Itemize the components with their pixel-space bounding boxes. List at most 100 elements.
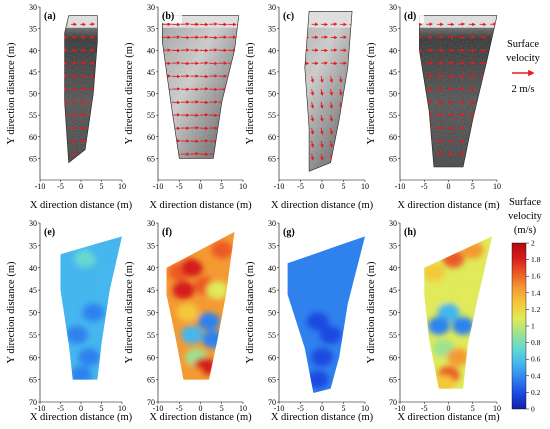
x-tick-label: -5 — [297, 404, 304, 413]
contour-patch — [442, 249, 465, 268]
velocity-arrow — [310, 128, 315, 135]
contour-patch — [181, 258, 203, 277]
y-tick-label: 40 — [29, 46, 37, 55]
colorbar-tick-label: 1.8 — [531, 255, 541, 264]
x-tick-label: 5 — [100, 182, 104, 191]
vector-legend: Surface velocity 2 m/s — [506, 39, 541, 95]
contour-patch — [198, 312, 220, 331]
y-tick-label: 35 — [268, 25, 276, 34]
velocity-arrow — [293, 141, 294, 147]
contour-patch — [427, 285, 450, 304]
x-tick-label: -10 — [35, 182, 46, 191]
y-tick-label: 55 — [29, 111, 37, 120]
velocity-arrow — [293, 115, 294, 121]
y-tick-label: 50 — [147, 90, 155, 99]
y-tick-label: 55 — [389, 111, 397, 120]
colorbar-tick-label: 0.6 — [531, 355, 541, 364]
y-tick-label: 65 — [29, 154, 37, 163]
y-tick-label: 70 — [147, 398, 155, 407]
velocity-arrow — [283, 102, 284, 108]
velocity-arrow — [293, 154, 294, 160]
velocity-arrow — [320, 115, 324, 122]
velocity-arrow — [302, 141, 303, 147]
contour-patch — [210, 240, 233, 259]
y-tick-label: 55 — [29, 331, 37, 340]
y-tick-label: 30 — [147, 219, 155, 228]
velocity-contour — [166, 231, 235, 380]
panel-label: (c) — [283, 11, 294, 22]
x-tick-label: 0 — [447, 182, 451, 191]
y-tick-label: 40 — [389, 264, 397, 273]
contour-patch — [70, 366, 92, 380]
y-tick-label: 30 — [147, 3, 155, 12]
vector-legend-scale-label: 2 m/s — [511, 84, 534, 95]
velocity-arrow — [359, 76, 360, 82]
panel-label: (d) — [404, 11, 416, 22]
x-tick-label: 0 — [199, 182, 203, 191]
x-tick-label: -5 — [421, 404, 428, 413]
x-tick-label: -5 — [176, 182, 183, 191]
y-tick-label: 60 — [389, 353, 397, 362]
x-tick-label: -5 — [57, 404, 64, 413]
x-tick-label: 5 — [100, 404, 104, 413]
panel-h — [424, 236, 493, 389]
contour-patch — [315, 281, 338, 300]
velocity-arrow — [338, 89, 343, 96]
x-axis-title: X direction distance (m) — [149, 412, 252, 423]
velocity-arrow — [329, 140, 334, 148]
x-tick-label: 10 — [361, 404, 369, 413]
contour-patch — [432, 375, 455, 389]
contour-patch — [172, 281, 195, 300]
velocity-arrow — [338, 140, 343, 148]
y-tick-label: 45 — [147, 286, 155, 295]
velocity-arrow — [310, 153, 315, 161]
velocity-arrow — [338, 153, 343, 161]
x-tick-label: 10 — [493, 182, 501, 191]
y-tick-label: 55 — [147, 111, 155, 120]
contour-patch — [206, 281, 229, 300]
x-tick-label: 10 — [118, 182, 126, 191]
velocity-arrow — [293, 89, 294, 95]
x-tick-label: 5 — [220, 404, 224, 413]
contour-patch — [306, 370, 329, 389]
y-tick-label: 50 — [268, 309, 276, 318]
velocity-arrow — [348, 102, 352, 109]
velocity-arrow — [359, 102, 360, 108]
contour-patch — [447, 348, 470, 367]
x-tick-label: -10 — [395, 404, 406, 413]
x-tick-label: -10 — [35, 404, 46, 413]
x-axis-title: X direction distance (m) — [271, 200, 374, 211]
panel-label: (e) — [44, 227, 55, 238]
x-axis-title: X direction distance (m) — [30, 412, 133, 423]
colorbar-tick-label: 0.2 — [531, 388, 541, 397]
y-axis-title: Y direction distance (m) — [245, 261, 256, 363]
velocity-arrow — [283, 128, 284, 134]
x-tick-label: -5 — [176, 404, 183, 413]
contour-patch — [65, 325, 88, 344]
y-tick-label: 70 — [29, 398, 37, 407]
y-tick-label: 60 — [389, 133, 397, 142]
y-tick-label: 50 — [389, 309, 397, 318]
x-tick-label: 10 — [361, 182, 369, 191]
panel-label: (h) — [404, 227, 416, 238]
vector-legend-title-2: velocity — [506, 53, 541, 64]
contour-patch — [61, 267, 84, 286]
contour-patch — [452, 285, 475, 304]
panel-label: (f) — [162, 227, 172, 238]
x-axis-title: X direction distance (m) — [397, 412, 500, 423]
y-tick-label: 55 — [147, 331, 155, 340]
velocity-arrow — [348, 140, 352, 148]
contour-patch — [437, 303, 460, 322]
y-tick-label: 35 — [147, 25, 155, 34]
y-tick-label: 30 — [29, 219, 37, 228]
x-tick-label: 5 — [471, 182, 475, 191]
velocity-arrow — [310, 140, 315, 148]
velocity-arrow — [310, 115, 315, 122]
axes-e: -10 -5 0 5 10 30 35 40 45 50 55 60 65 70 X direction d… — [6, 219, 133, 423]
y-tick-label: 60 — [147, 133, 155, 142]
axes-d: -10 -5 0 5 10 30 35 40 45 50 55 60 65 X direction dis… — [366, 3, 501, 211]
x-tick-label: 0 — [79, 404, 83, 413]
panel-e — [60, 236, 122, 380]
y-tick-label: 30 — [389, 3, 397, 12]
y-tick-label: 50 — [147, 309, 155, 318]
